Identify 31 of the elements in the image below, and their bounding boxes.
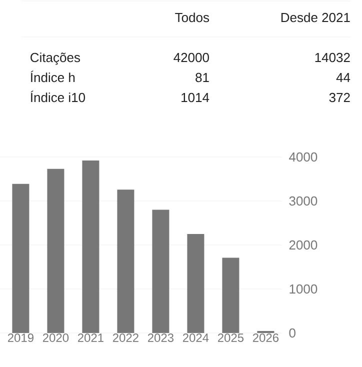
bar [152,210,170,333]
x-tick-label: 2021 [78,334,104,342]
x-tick-label: 2026 [253,334,279,342]
bar [222,258,240,333]
bar [47,168,64,333]
text: Índice h [30,70,75,82]
text: 81 [196,72,210,82]
text: Índice i10 [30,90,86,102]
bar [12,184,30,333]
y-tick-label: 4000 [289,152,318,162]
bar [117,190,134,333]
text: 44 [336,73,350,82]
y-tick-label: 3000 [289,196,318,206]
x-tick-label: 2020 [43,334,69,342]
x-tick-label: 2023 [148,334,174,342]
text: Citações [30,52,80,65]
y-tick-label: 1000 [290,284,318,294]
x-tick-label: 2022 [113,334,139,342]
x-tick-label: 2019 [8,334,34,342]
x-tick-label: 2024 [183,334,209,342]
bar [82,160,100,333]
y-tick-label: 2000 [290,240,318,250]
text: 14032 [315,52,350,62]
bar [187,234,204,333]
text: 42000 [174,52,210,62]
text: 1014 [182,92,210,102]
text: 372 [329,92,350,102]
y-tick-label: 0 [289,328,296,338]
text: Todos [175,12,210,22]
text: Desde 2021 [282,12,350,22]
x-tick-label: 2025 [218,334,244,342]
